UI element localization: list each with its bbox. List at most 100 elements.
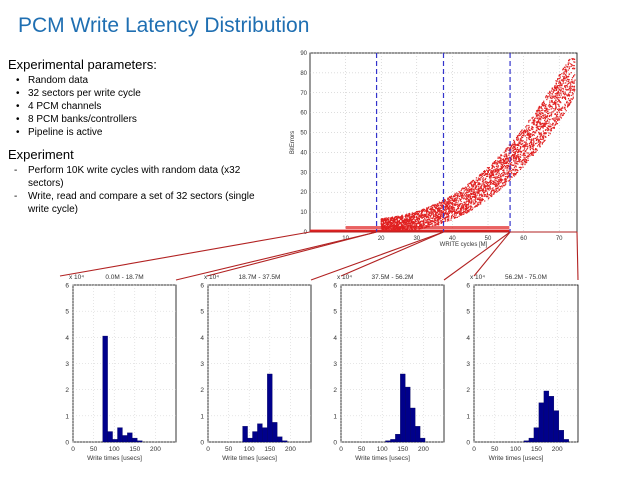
scatter-point <box>491 165 494 167</box>
scatter-point <box>565 75 567 77</box>
scatter-point <box>551 111 553 113</box>
scatter-point <box>571 79 573 81</box>
scatter-point <box>419 222 421 224</box>
scatter-point <box>504 156 506 158</box>
histogram-bar <box>400 373 406 443</box>
scatter-point <box>433 211 436 213</box>
scatter-point <box>508 144 510 146</box>
scatter-point <box>500 188 502 190</box>
scatter-point <box>500 185 503 187</box>
scatter-point <box>409 220 411 222</box>
scatter-point <box>529 141 531 143</box>
scatter-point <box>517 160 519 163</box>
scatter-point <box>434 209 436 211</box>
scatter-point <box>544 118 547 120</box>
scatter-point <box>396 221 398 223</box>
scatter-point <box>453 195 455 197</box>
scatter-point <box>567 94 569 96</box>
scatter-point <box>546 112 549 115</box>
scatter-point <box>460 210 462 212</box>
scatter-point <box>451 206 453 208</box>
scatter-point <box>493 161 495 164</box>
scatter-point <box>473 195 475 198</box>
scatter-point <box>470 181 472 184</box>
histogram-bar <box>533 427 540 443</box>
scatter-point <box>395 225 397 227</box>
scatter-point <box>412 223 414 225</box>
x-tick-label: 50 <box>491 446 499 453</box>
scatter-point <box>542 126 544 128</box>
scatter-point <box>426 208 428 211</box>
scatter-point <box>496 176 498 178</box>
scatter-point <box>519 160 521 162</box>
scatter-point <box>426 216 428 218</box>
scatter-point <box>456 209 458 211</box>
scatter-point <box>435 224 437 226</box>
scatter-point <box>411 218 413 220</box>
histogram-bar <box>272 422 278 443</box>
y-tick-label: 3 <box>466 361 470 368</box>
scatter-point <box>447 218 449 220</box>
scatter-point <box>497 169 499 171</box>
scatter-point <box>431 225 433 227</box>
scatter-point <box>447 219 449 221</box>
scatter-point <box>474 191 476 194</box>
scatter-point <box>546 109 548 111</box>
scatter-point <box>543 124 546 126</box>
scatter-point <box>429 223 431 226</box>
scatter-point <box>438 203 440 205</box>
scatter-point <box>425 214 427 216</box>
scatter-point <box>555 104 557 106</box>
scatter-point <box>555 123 557 125</box>
y-tick-label: 3 <box>333 361 337 368</box>
scatter-point <box>556 113 559 115</box>
scatter-chart: 102030405060700102030405060708090WRITE c… <box>290 51 578 248</box>
scatter-point <box>554 88 557 90</box>
scatter-point <box>489 179 491 181</box>
scatter-point <box>481 194 483 196</box>
scatter-point <box>428 206 430 208</box>
scatter-point <box>509 146 511 148</box>
x-tick-label: 100 <box>109 446 120 453</box>
scatter-point <box>507 160 509 162</box>
scatter-point <box>435 223 437 225</box>
scatter-point <box>382 223 385 226</box>
scatter-point <box>468 203 470 205</box>
scatter-point <box>532 144 534 146</box>
scatter-point <box>423 222 425 224</box>
connector-lines <box>59 231 579 281</box>
scatter-point <box>563 96 565 98</box>
scatter-point <box>502 171 504 174</box>
scatter-point <box>407 219 409 221</box>
scatter-point <box>499 182 501 184</box>
scatter-point <box>550 106 552 108</box>
scatter-point <box>516 151 519 154</box>
experiment-heading: Experiment <box>8 147 74 162</box>
scatter-point <box>533 149 535 151</box>
scatter-point <box>401 221 403 223</box>
scatter-point <box>520 139 523 141</box>
scatter-point <box>545 110 547 112</box>
scatter-point <box>560 102 562 104</box>
scatter-point <box>516 151 518 153</box>
scatter-point <box>545 136 547 138</box>
scatter-point <box>388 221 390 224</box>
scatter-point <box>475 188 477 190</box>
scatter-point <box>533 118 536 120</box>
scatter-point <box>473 180 475 183</box>
scatter-point <box>448 208 450 210</box>
scatter-point <box>426 218 428 221</box>
scatter-point <box>439 211 441 213</box>
scatter-point <box>417 212 420 215</box>
scatter-point <box>402 219 404 221</box>
scatter-point <box>417 211 419 213</box>
scatter-point <box>436 218 438 220</box>
scatter-point <box>559 82 561 84</box>
scatter-point <box>449 196 451 198</box>
scatter-point <box>424 213 426 216</box>
scatter-point <box>437 216 439 219</box>
scatter-point <box>459 191 462 194</box>
scatter-point <box>466 210 468 212</box>
scatter-point <box>437 223 439 225</box>
histogram-bar <box>112 439 118 443</box>
